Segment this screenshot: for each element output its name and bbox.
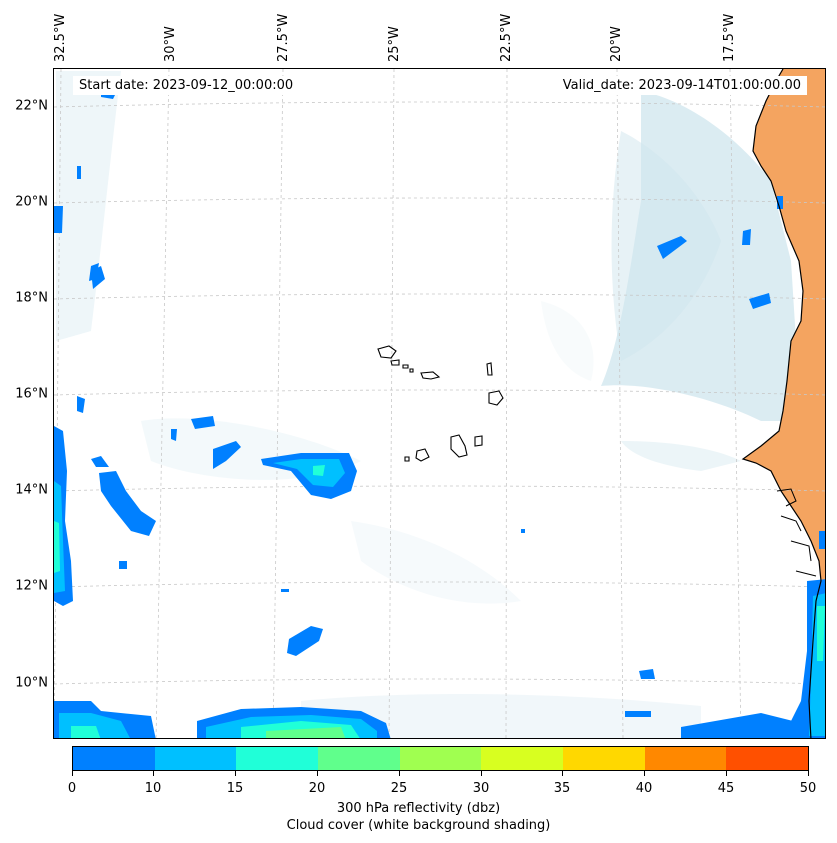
colorbar-segment-30-35 [481, 747, 564, 770]
lon-label-17-5w: 17.5°W [722, 13, 737, 62]
colorbar-tick-label-10: 10 [144, 781, 162, 796]
colorbar-tick-label-0: 0 [67, 781, 77, 796]
map-panel[interactable] [53, 68, 826, 739]
colorbar-tick-label-30: 30 [472, 781, 490, 796]
cape-verde-islands [377, 345, 504, 462]
colorbar-segment-15-20 [236, 747, 319, 770]
colorbar-tick [72, 771, 73, 776]
graticule [54, 69, 825, 738]
map-canvas [54, 69, 825, 738]
colorbar-segment-0-10 [73, 747, 155, 770]
lon-label-22-5w: 22.5°W [499, 13, 514, 62]
colorbar-segment-40-45 [644, 747, 727, 770]
colorbar-tick [399, 771, 400, 776]
lat-label-16n: 16°N [15, 386, 48, 402]
colorbar-tick-label-40: 40 [635, 781, 653, 796]
colorbar-segment-25-30 [399, 747, 482, 770]
reflectivity-contours [54, 91, 825, 738]
colorbar-tick [317, 771, 318, 776]
lat-label-18n: 18°N [15, 290, 48, 306]
lon-label-32-5w: 32.5°W [53, 13, 68, 62]
colorbar-tick [481, 771, 482, 776]
valid-date-label: Valid_date: 2023-09-14T01:00:00.00 [556, 76, 807, 95]
colorbar-segment-20-25 [318, 747, 400, 770]
colorbar-segment-35-40 [563, 747, 645, 770]
colorbar-tick-label-25: 25 [390, 781, 408, 796]
lon-label-30w: 30°W [163, 26, 178, 62]
colorbar-tick [726, 771, 727, 776]
coast-detail [776, 488, 817, 577]
colorbar-segment-45-50 [726, 747, 809, 770]
lat-label-12n: 12°N [15, 578, 48, 594]
lat-label-10n: 10°N [15, 675, 48, 691]
lat-label-20n: 20°N [15, 194, 48, 210]
cloud-cover-shading [56, 71, 801, 738]
colorbar-tick-label-15: 15 [226, 781, 244, 796]
colorbar-tick [562, 771, 563, 776]
colorbar-tick [153, 771, 154, 776]
colorbar-tick-label-45: 45 [717, 781, 735, 796]
colorbar-tick [808, 771, 809, 776]
lat-label-14n: 14°N [15, 482, 48, 498]
colorbar-tick-label-20: 20 [308, 781, 326, 796]
lon-label-25w: 25°W [387, 26, 402, 62]
start-date-label: Start date: 2023-09-12_00:00:00 [73, 76, 300, 95]
colorbar-tick [644, 771, 645, 776]
lon-label-20w: 20°W [609, 26, 624, 62]
lon-label-27-5w: 27.5°W [276, 13, 291, 62]
colorbar-label: 300 hPa reflectivity (dbz) [336, 801, 501, 816]
africa-coastline [741, 69, 822, 738]
colorbar-tick-label-50: 50 [799, 781, 817, 796]
colorbar-segment-10-15 [154, 747, 237, 770]
colorbar-tick-label-35: 35 [553, 781, 571, 796]
colorbar-tick [235, 771, 236, 776]
colorbar [72, 746, 809, 771]
colorbar-sublabel: Cloud cover (white background shading) [286, 818, 551, 833]
lat-label-22n: 22°N [15, 98, 48, 114]
